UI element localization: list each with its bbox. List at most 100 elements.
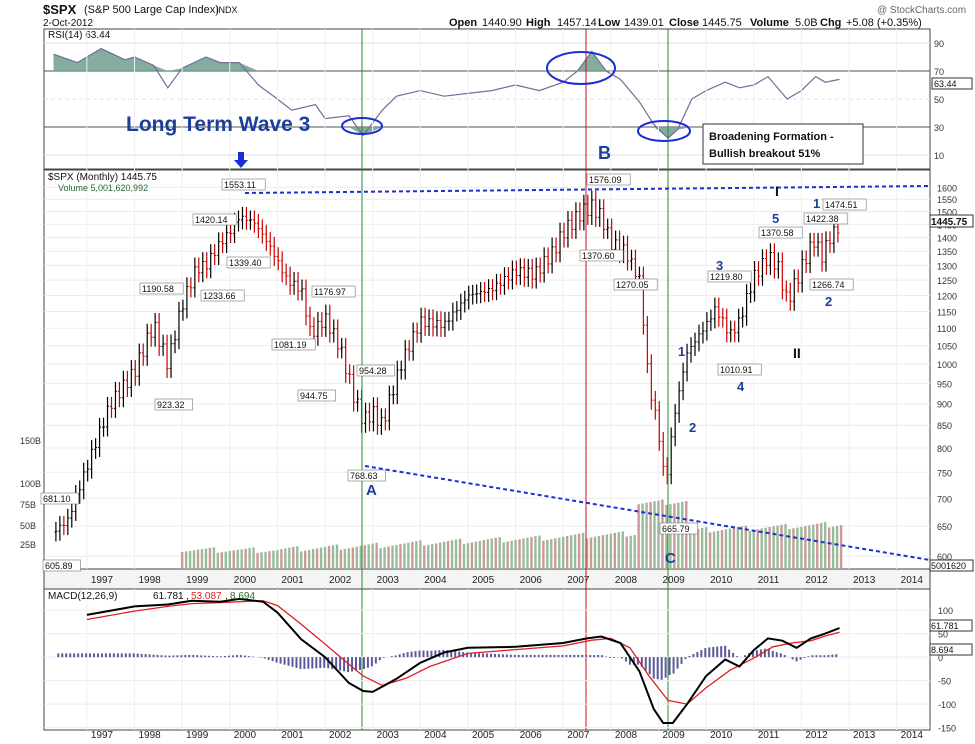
macd-histogram-bar [656,657,659,680]
macd-histogram-bar [267,657,270,660]
price-label: 665.79 [662,524,690,534]
quote-close-label: Close [669,17,699,29]
volume-bar [180,552,184,569]
volume-bar [534,536,537,569]
macd-histogram-bar [327,657,330,669]
price-label: 1420.14 [195,215,228,225]
macd-histogram-bar [692,654,695,658]
macd-histogram-bar [299,657,302,669]
volume-bar [562,536,565,569]
year-tick-label: 2008 [615,575,638,586]
volume-tick-label: 100B [20,479,41,489]
quote-high: 1457.14 [557,17,597,29]
volume-bar [292,546,295,569]
volume-bar [188,550,192,569]
price-tick-label: 950 [937,379,952,389]
macd-histogram-bar [414,651,417,658]
volume-bar [244,548,247,569]
volume-bar [252,547,255,569]
macd-histogram-bar [533,654,536,658]
price-label: 1370.60 [582,251,615,261]
price-last-value: 1445.75 [931,217,968,228]
volume-bar [812,524,815,569]
price-tick-label: 800 [937,444,952,454]
macd-histogram-bar [251,656,254,658]
macd-histogram-bar [148,654,151,658]
price-last-box [929,214,974,228]
volume-bar [558,537,561,569]
price-label-box [311,285,356,298]
wave-label-w2: 2 [689,420,696,435]
macd-tick-label: -50 [938,677,951,687]
volume-bar [220,552,224,569]
volume-bar [669,504,672,569]
macd-histogram-bar [85,653,88,658]
volume-bar [192,550,196,569]
quote-open: 1440.90 [482,17,522,29]
volume-bar [637,504,640,569]
volume-last-value: 5001620 [931,561,966,571]
macd-histogram-bar [196,655,199,658]
price-label-box [803,212,848,225]
macd-histogram-bar [382,657,385,658]
macd-histogram-bar [434,650,437,658]
year-tick-label: 2011 [758,575,780,586]
broadening-box [702,123,864,165]
macd-histogram-bar [96,653,99,658]
macd-histogram-bar [803,657,806,658]
macd-tick-label: -100 [938,700,956,710]
macd-histogram-bar [724,645,727,658]
macd-legend: MACD(12,26,9) [48,591,117,602]
volume-bar [804,526,807,569]
volume-bar [704,527,708,569]
macd-histogram-bar [581,654,584,658]
volume-bar [438,542,442,569]
volume-bar [351,547,355,569]
volume-bar [355,546,358,569]
volume-bar [732,527,736,569]
volume-bar [272,550,275,569]
macd-histogram-bar [227,655,230,658]
price-tick-label: 1000 [937,360,957,370]
price-legend: $SPX (Monthly) 1445.75 [48,172,157,183]
rsi-tick-label: 10 [934,151,944,161]
quote-close: 1445.75 [702,17,742,29]
price-label: 1270.05 [616,280,649,290]
price-label: 944.75 [300,391,328,401]
volume-bar [224,551,228,569]
volume-bar [661,499,664,569]
macd-histogram-bar [755,650,758,658]
price-label: 1339.40 [229,258,262,268]
macd-histogram-bar [112,653,115,658]
year-tick-label: 2012 [805,730,828,741]
price-tick-label: 850 [937,421,952,431]
price-label-box [758,226,803,239]
price-label-box [42,559,81,572]
volume-bar [752,530,755,569]
macd-histogram-bar [307,657,310,669]
macd-histogram-bar [505,654,508,658]
price-label: 1474.51 [825,200,858,210]
macd-histogram-bar [235,655,238,658]
macd-histogram-bar [545,654,548,658]
macd-histogram-bar [613,657,616,658]
volume-bar [510,540,513,569]
volume-bar [673,503,676,569]
rsi-last-value: 63.44 [934,79,957,89]
volume-bar [573,534,577,569]
volume-bar [486,539,489,569]
macd-histogram-bar [323,657,326,668]
price-label-box [192,213,237,226]
macd-histogram-bar [263,657,266,659]
macd-histogram-bar [577,654,580,658]
volume-bar [395,545,398,569]
macd-histogram-bar [446,650,449,658]
price-label-box [200,289,245,302]
wave-label-wave-A: A [366,482,377,499]
volume-bar [546,539,549,569]
price-tick-label: 750 [937,468,952,478]
macd-histogram-bar [664,657,667,678]
macd-histogram-bar [319,657,322,668]
volume-bar [506,541,509,569]
volume-bar [212,547,216,569]
